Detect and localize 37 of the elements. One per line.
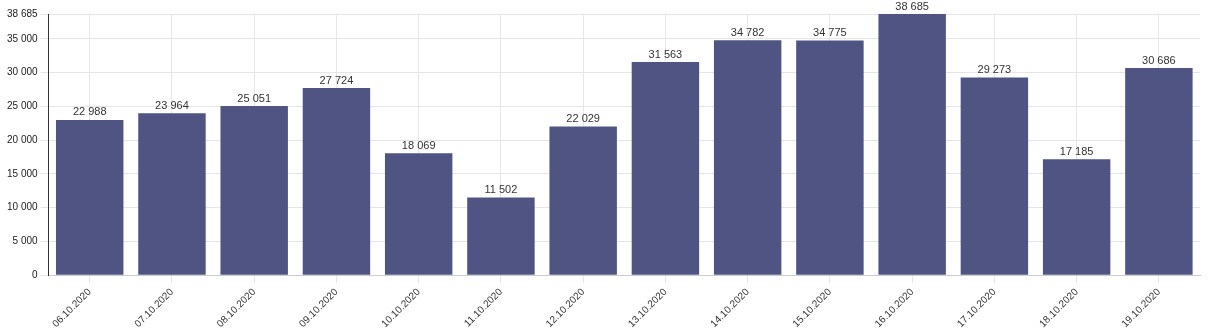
y-tick-label: 5 000 <box>12 235 39 247</box>
y-tick-label: 30 000 <box>6 66 39 78</box>
data-label: 30 686 <box>1142 53 1176 66</box>
bar <box>549 126 617 275</box>
bar <box>631 62 700 275</box>
data-label: 27 724 <box>319 73 354 86</box>
bar <box>1042 159 1111 275</box>
bar <box>302 87 371 275</box>
y-tick-label: 25 000 <box>6 100 39 112</box>
data-label: 38 685 <box>895 0 929 12</box>
data-label: 34 782 <box>730 25 765 38</box>
y-tick-label: 0 <box>32 268 39 280</box>
y-tick-label: 10 000 <box>6 201 39 213</box>
y-tick-label: 35 000 <box>6 32 39 44</box>
data-label: 23 964 <box>155 98 189 111</box>
y-tick-label: 15 000 <box>6 167 39 179</box>
bar <box>796 40 864 275</box>
data-label: 25 051 <box>237 91 272 104</box>
y-tick-label: 38 685 <box>6 7 39 19</box>
bar <box>384 153 453 275</box>
data-label: 31 563 <box>648 47 683 60</box>
data-label: 34 775 <box>813 25 847 38</box>
bar <box>138 113 206 275</box>
bar <box>713 40 782 275</box>
bar <box>55 119 124 275</box>
bar <box>467 197 535 275</box>
bar <box>220 106 288 275</box>
bar <box>960 77 1029 275</box>
bar <box>878 14 946 275</box>
data-label: 22 988 <box>72 105 107 118</box>
bar <box>1125 67 1193 275</box>
data-label: 17 185 <box>1059 144 1094 157</box>
y-tick-label: 20 000 <box>6 133 39 145</box>
data-label: 22 029 <box>566 111 600 124</box>
data-label: 11 502 <box>484 183 518 196</box>
data-label: 18 069 <box>401 138 436 151</box>
data-label: 29 273 <box>977 63 1012 76</box>
